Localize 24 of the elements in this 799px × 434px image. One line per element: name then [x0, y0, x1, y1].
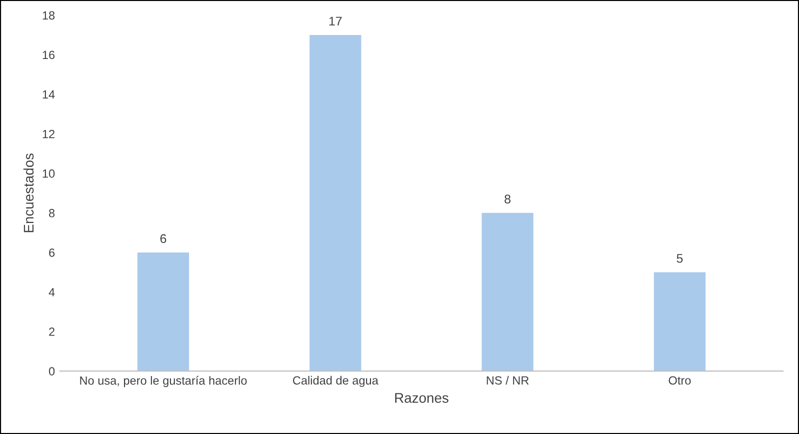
y-tick-label: 10 — [42, 169, 55, 178]
bar — [137, 252, 190, 372]
bar — [310, 34, 362, 372]
x-axis-title: Razones — [395, 393, 448, 403]
y-tick-label: 6 — [49, 248, 55, 257]
data-label: 8 — [504, 194, 510, 204]
y-tick-label: 0 — [48, 367, 55, 376]
data-label: 5 — [676, 254, 683, 263]
y-tick-label: 8 — [49, 208, 55, 218]
y-tick-label: 14 — [42, 90, 55, 99]
data-label: 17 — [329, 16, 342, 26]
y-tick-label: 16 — [42, 50, 55, 60]
data-label: 6 — [160, 234, 166, 244]
bar — [654, 272, 706, 372]
x-tick-label: No usa, pero le gustaría hacerlo — [80, 376, 247, 388]
x-tick-label: Otro — [668, 376, 691, 385]
bar — [482, 212, 534, 372]
y-tick-label: 12 — [42, 130, 54, 138]
y-tick-label: 2 — [49, 328, 54, 336]
y-axis-title: Encuestados — [23, 153, 34, 232]
y-tick-label: 4 — [48, 288, 55, 296]
x-tick-label: NS / NR — [486, 376, 529, 385]
y-tick-label: 18 — [42, 11, 55, 20]
x-tick-label: Calidad de agua — [293, 376, 378, 387]
